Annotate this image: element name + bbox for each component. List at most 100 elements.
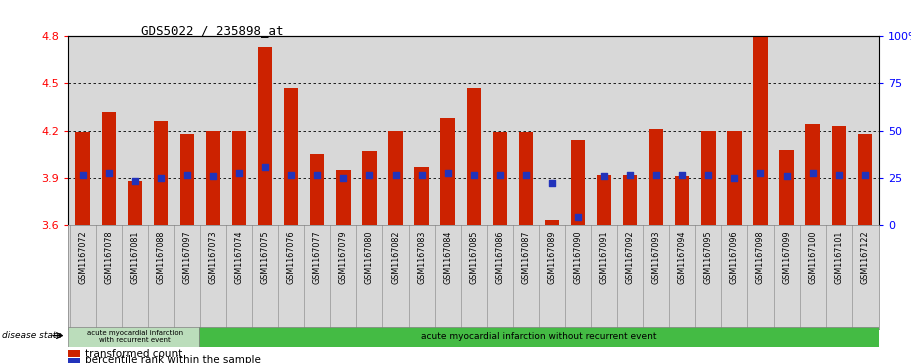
Point [76, 172, 90, 178]
Bar [128, 181, 142, 225]
Bar [675, 176, 690, 225]
Point [258, 164, 272, 170]
Text: acute myocardial infarction
with recurrent event: acute myocardial infarction with recurre… [87, 330, 183, 343]
Point [415, 172, 429, 178]
Bar [545, 220, 559, 225]
Point [101, 170, 116, 176]
Text: GSM1167095: GSM1167095 [704, 230, 712, 284]
Text: GSM1167089: GSM1167089 [548, 230, 557, 284]
Bar [363, 151, 376, 225]
Text: acute myocardial infarction without recurrent event: acute myocardial infarction without recu… [421, 332, 657, 341]
Text: GSM1167086: GSM1167086 [496, 230, 505, 284]
Bar [571, 140, 585, 225]
Bar [493, 132, 507, 225]
Point [753, 170, 768, 176]
Bar [780, 150, 793, 225]
Bar [518, 132, 533, 225]
Point [363, 172, 377, 178]
Point [284, 172, 299, 178]
Bar [415, 167, 429, 225]
Bar [753, 36, 768, 225]
Bar [857, 134, 872, 225]
Bar [199, 327, 879, 347]
Bar [68, 327, 199, 347]
Point [832, 172, 846, 178]
Bar [179, 134, 194, 225]
Text: GSM1167098: GSM1167098 [756, 230, 765, 284]
Text: GSM1167081: GSM1167081 [130, 230, 139, 284]
Text: disease state: disease state [2, 331, 62, 340]
Bar [649, 129, 663, 225]
Text: GSM1167079: GSM1167079 [339, 230, 348, 284]
Text: GSM1167100: GSM1167100 [808, 230, 817, 284]
Bar [623, 175, 638, 225]
Text: GSM1167099: GSM1167099 [782, 230, 791, 284]
Point [440, 170, 455, 176]
Point [231, 170, 246, 176]
Text: GSM1167101: GSM1167101 [834, 230, 844, 284]
Text: GSM1167084: GSM1167084 [443, 230, 452, 284]
Text: GSM1167072: GSM1167072 [78, 230, 87, 284]
Text: GSM1167076: GSM1167076 [287, 230, 296, 284]
Bar [310, 154, 324, 225]
Bar [727, 131, 742, 225]
Bar [154, 121, 168, 225]
Point [388, 172, 403, 178]
Text: GSM1167078: GSM1167078 [104, 230, 113, 284]
Point [179, 172, 194, 178]
Text: GDS5022 / 235898_at: GDS5022 / 235898_at [141, 24, 283, 37]
Bar [258, 47, 272, 225]
Text: GSM1167094: GSM1167094 [678, 230, 687, 284]
Text: GSM1167122: GSM1167122 [860, 230, 869, 284]
Bar [336, 170, 351, 225]
Text: GSM1167082: GSM1167082 [391, 230, 400, 284]
Point [805, 170, 820, 176]
Point [310, 172, 324, 178]
Text: GSM1167092: GSM1167092 [626, 230, 635, 284]
Point [623, 172, 638, 178]
Text: GSM1167087: GSM1167087 [521, 230, 530, 284]
Bar [206, 131, 220, 225]
Point [128, 178, 142, 184]
Bar [101, 112, 116, 225]
Text: GSM1167085: GSM1167085 [469, 230, 478, 284]
Text: percentile rank within the sample: percentile rank within the sample [85, 355, 261, 363]
Point [466, 172, 481, 178]
Text: GSM1167083: GSM1167083 [417, 230, 426, 284]
Text: GSM1167075: GSM1167075 [261, 230, 270, 284]
Text: GSM1167090: GSM1167090 [574, 230, 582, 284]
Text: GSM1167073: GSM1167073 [209, 230, 218, 284]
Text: GSM1167093: GSM1167093 [651, 230, 660, 284]
Text: GSM1167091: GSM1167091 [599, 230, 609, 284]
Bar [441, 118, 455, 225]
Text: transformed count: transformed count [85, 348, 182, 359]
Bar [76, 132, 90, 225]
Point [649, 172, 663, 178]
Point [675, 172, 690, 178]
Point [570, 214, 585, 220]
Text: GSM1167074: GSM1167074 [235, 230, 243, 284]
Point [597, 174, 611, 179]
Point [727, 175, 742, 181]
Bar [701, 131, 715, 225]
Point [857, 172, 872, 178]
Bar [832, 126, 846, 225]
Text: GSM1167080: GSM1167080 [365, 230, 374, 284]
Point [336, 175, 351, 181]
Bar [284, 88, 299, 225]
Bar [232, 131, 246, 225]
Point [154, 175, 169, 181]
Point [779, 174, 793, 179]
Text: GSM1167096: GSM1167096 [730, 230, 739, 284]
Point [545, 180, 559, 185]
Point [701, 172, 716, 178]
Point [206, 174, 220, 179]
Point [518, 172, 533, 178]
Bar [466, 88, 481, 225]
Bar [388, 131, 403, 225]
Bar [805, 125, 820, 225]
Text: GSM1167077: GSM1167077 [312, 230, 322, 284]
Text: GSM1167088: GSM1167088 [157, 230, 166, 284]
Bar [597, 175, 611, 225]
Text: GSM1167097: GSM1167097 [182, 230, 191, 284]
